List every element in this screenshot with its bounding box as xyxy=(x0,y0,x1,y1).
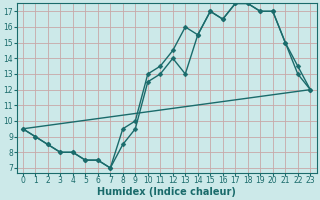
X-axis label: Humidex (Indice chaleur): Humidex (Indice chaleur) xyxy=(97,187,236,197)
